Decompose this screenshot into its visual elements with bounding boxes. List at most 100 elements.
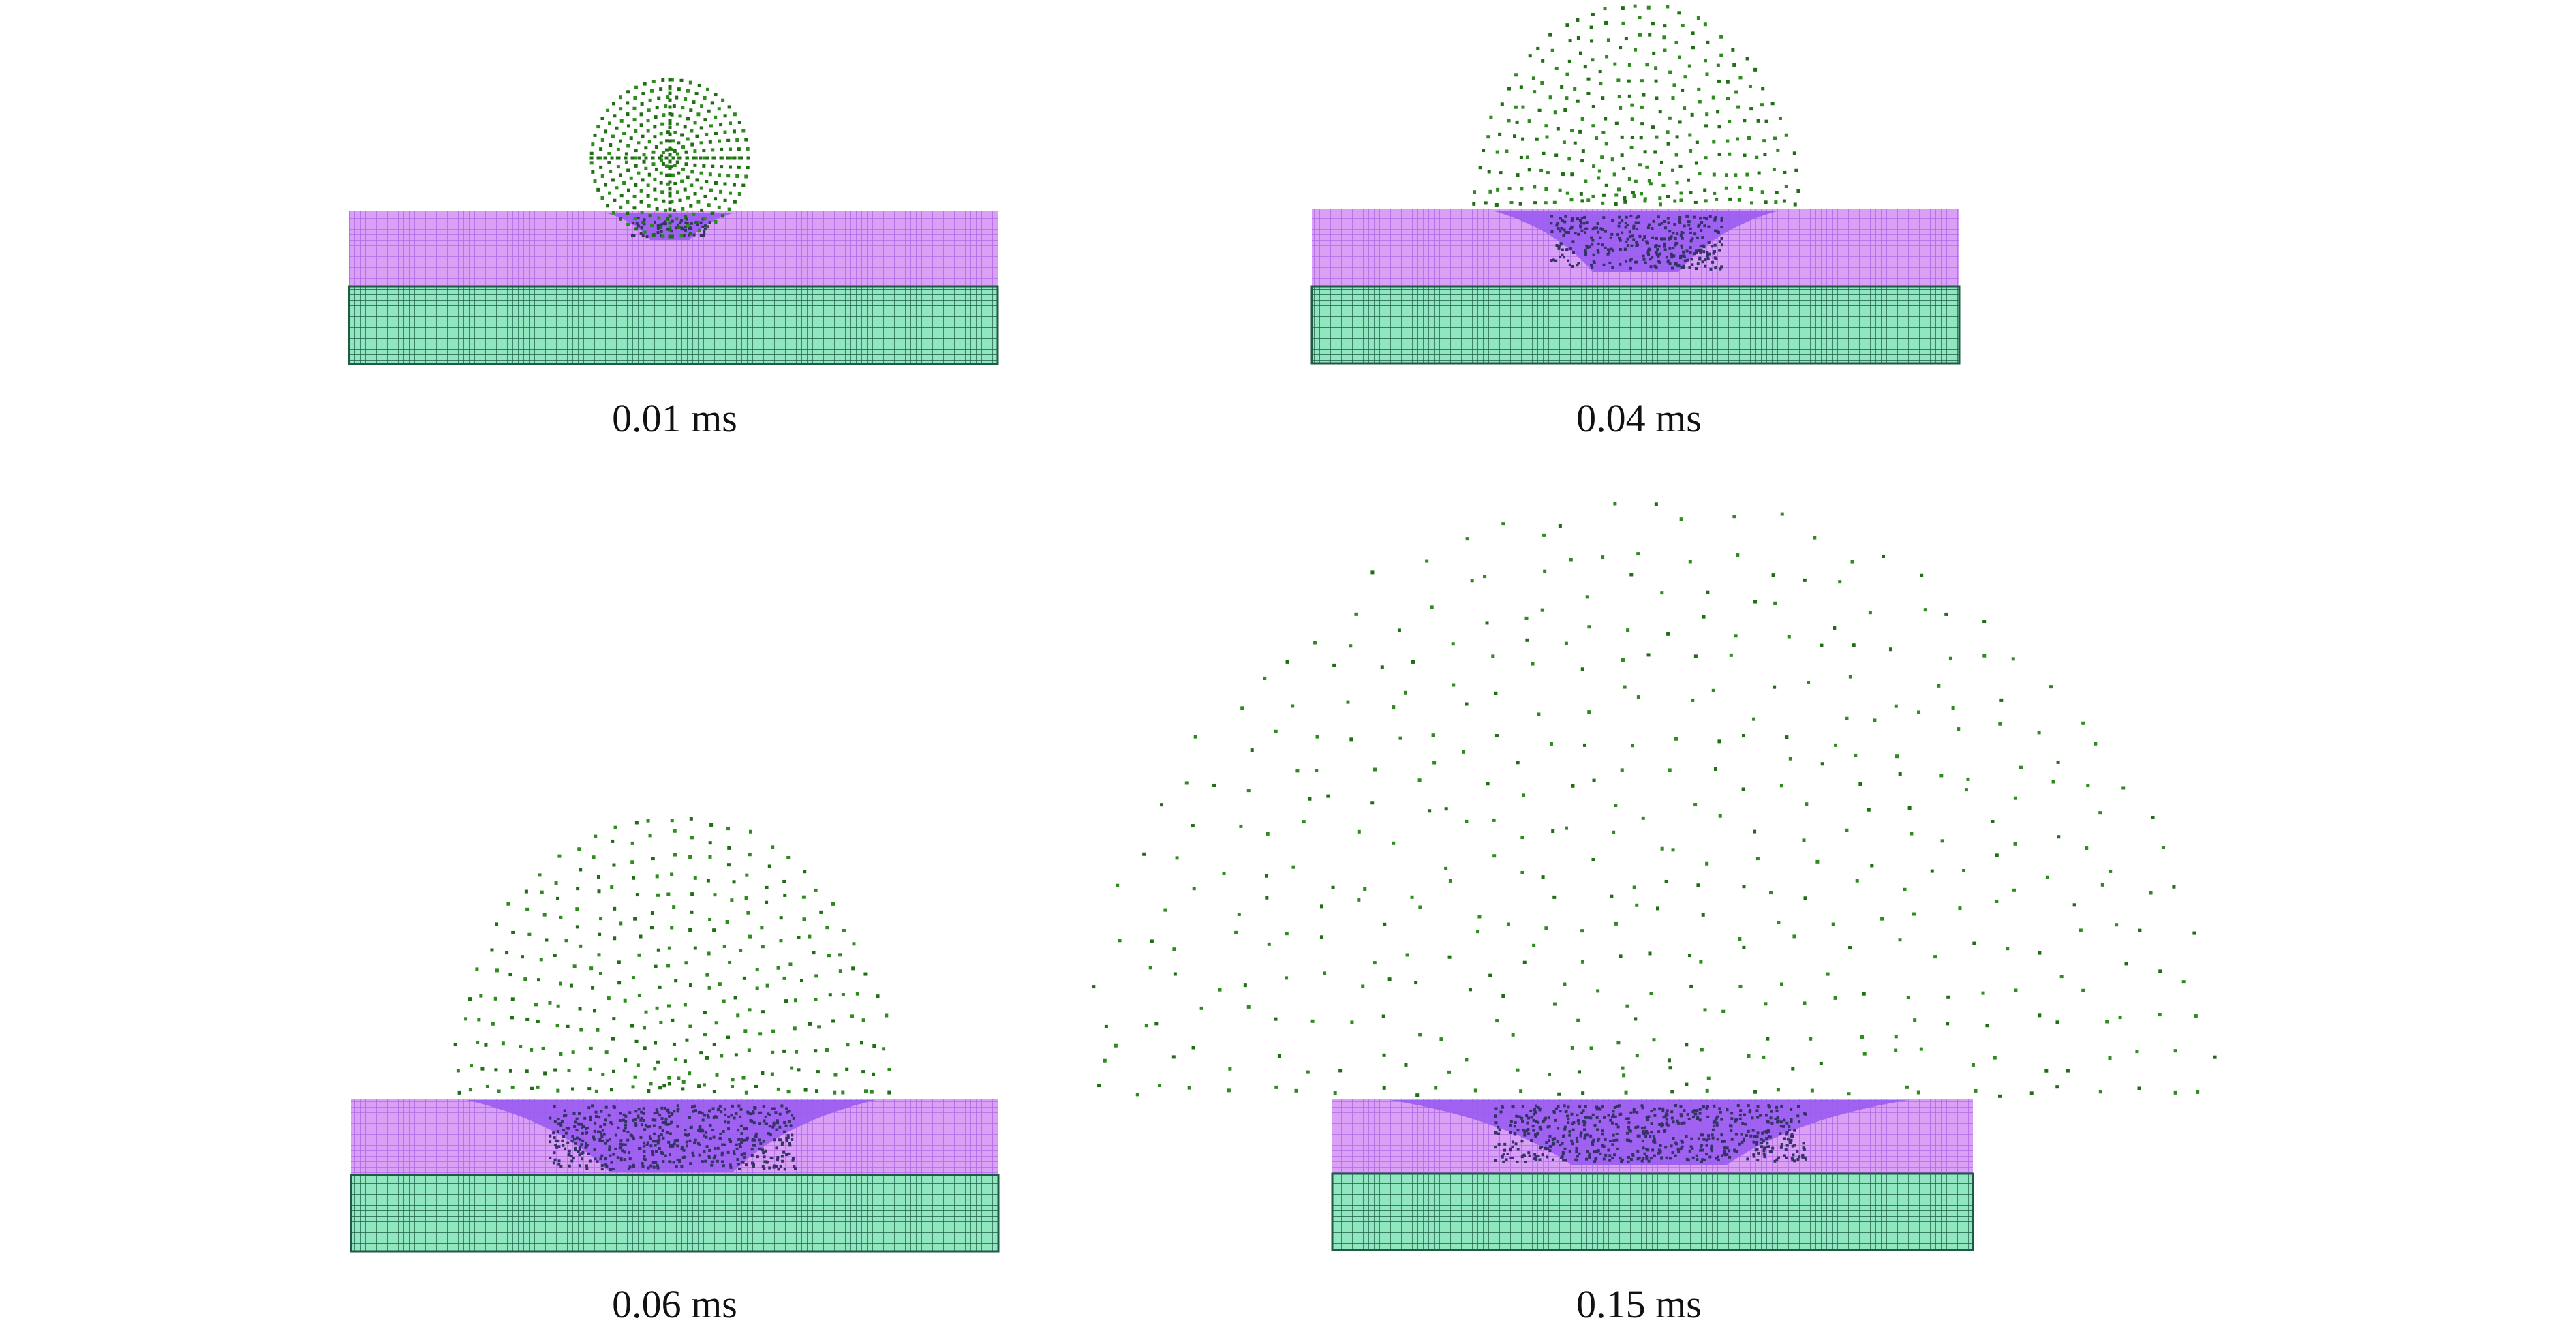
- embedded-particle: [623, 1150, 626, 1154]
- embedded-particle: [1704, 264, 1707, 268]
- embedded-particle: [668, 1153, 671, 1157]
- embedded-particle: [1741, 1122, 1745, 1125]
- embedded-particle: [1578, 1152, 1581, 1155]
- embedded-particle: [1635, 228, 1638, 231]
- sph-particle: [1982, 620, 1987, 624]
- sph-particle: [2098, 1090, 2102, 1094]
- sph-particle: [2151, 815, 2155, 819]
- sph-particle: [1712, 172, 1716, 177]
- sph-particle: [659, 181, 663, 185]
- embedded-particle: [738, 1167, 741, 1170]
- sph-particle: [683, 125, 687, 129]
- sph-particle: [655, 874, 659, 879]
- embedded-particle: [1595, 1108, 1599, 1111]
- embedded-particle: [1595, 1116, 1599, 1119]
- embedded-particle: [1601, 1133, 1604, 1136]
- embedded-particle: [676, 1125, 679, 1128]
- embedded-particle: [1563, 228, 1566, 232]
- embedded-particle: [1804, 1157, 1807, 1161]
- sph-particle: [2173, 1090, 2177, 1095]
- embedded-particle: [1706, 1115, 1710, 1118]
- sph-particle: [1948, 656, 1952, 660]
- sph-particle: [613, 198, 617, 202]
- sph-particle: [634, 227, 639, 231]
- sph-particle: [1820, 643, 1824, 647]
- sph-particle: [1614, 193, 1619, 197]
- embedded-particle: [1632, 1110, 1636, 1114]
- embedded-particle: [777, 1168, 780, 1171]
- embedded-particle: [1620, 1160, 1623, 1163]
- embedded-particle: [1680, 1122, 1683, 1125]
- embedded-particle: [1552, 1141, 1555, 1144]
- sph-particle: [1635, 903, 1639, 907]
- embedded-particle: [752, 1112, 755, 1115]
- sph-particle: [1623, 196, 1627, 200]
- embedded-particle: [687, 1133, 690, 1136]
- sph-particle: [721, 98, 725, 102]
- embedded-particle: [658, 1125, 662, 1129]
- embedded-particle: [703, 230, 706, 233]
- sph-particle: [872, 1072, 876, 1076]
- sph-particle: [1834, 743, 1838, 747]
- embedded-particle: [1584, 250, 1587, 254]
- sph-particle: [1679, 198, 1683, 202]
- sph-particle: [1104, 1024, 1108, 1028]
- sph-particle: [685, 156, 689, 160]
- embedded-particle: [1580, 221, 1583, 224]
- sph-particle: [681, 106, 685, 110]
- sph-particle: [1382, 1053, 1386, 1057]
- sph-particle: [1917, 710, 1921, 714]
- sph-particle: [453, 1043, 457, 1047]
- sph-particle: [664, 148, 669, 152]
- sph-particle: [697, 229, 701, 233]
- sph-particle: [790, 1066, 794, 1070]
- sph-particle: [1691, 46, 1695, 50]
- sph-particle: [579, 868, 583, 872]
- sph-particle: [1867, 808, 1871, 812]
- embedded-particle: [1711, 1128, 1715, 1131]
- embedded-particle: [680, 1165, 684, 1168]
- embedded-particle: [1522, 1153, 1526, 1157]
- sph-particle: [1778, 116, 1782, 120]
- embedded-particle: [1661, 1110, 1665, 1113]
- embedded-particle: [1571, 1142, 1574, 1146]
- sph-particle: [1587, 710, 1591, 714]
- sph-particle: [863, 972, 868, 976]
- embedded-particle: [1703, 224, 1706, 228]
- sph-particle: [1516, 1068, 1520, 1072]
- embedded-particle: [584, 1146, 587, 1149]
- sph-particle: [537, 978, 541, 982]
- sph-particle: [1539, 168, 1544, 172]
- sph-particle: [1734, 634, 1738, 638]
- sph-particle: [660, 154, 664, 158]
- embedded-particle: [637, 217, 640, 220]
- sph-particle: [797, 1068, 801, 1072]
- sph-particle: [1633, 4, 1637, 8]
- sph-particle: [607, 191, 611, 195]
- embedded-particle: [1779, 1120, 1783, 1124]
- sph-particle: [708, 140, 712, 144]
- embedded-particle: [1751, 1129, 1755, 1132]
- sph-particle: [744, 174, 748, 179]
- embedded-particle: [599, 1125, 602, 1129]
- embedded-particle: [1662, 1116, 1666, 1119]
- sph-particle: [1769, 891, 1773, 895]
- sph-particle: [1382, 1086, 1386, 1090]
- sph-particle: [2196, 1090, 2200, 1094]
- embedded-particle: [1597, 230, 1600, 234]
- sph-particle: [655, 1006, 659, 1010]
- embedded-particle: [663, 1106, 666, 1110]
- embedded-particle: [737, 1138, 741, 1141]
- embedded-particle: [1591, 239, 1595, 242]
- sph-particle: [1187, 1086, 1191, 1090]
- embedded-particle: [1720, 218, 1723, 222]
- sph-particle: [525, 1069, 529, 1073]
- sph-particle: [1695, 140, 1699, 144]
- sph-particle: [1548, 1073, 1552, 1077]
- sph-particle: [661, 151, 665, 155]
- embedded-particle: [750, 1112, 753, 1116]
- sph-particle: [731, 1078, 735, 1082]
- embedded-particle: [1663, 248, 1667, 251]
- embedded-particle: [1760, 1138, 1763, 1141]
- sph-particle: [660, 122, 664, 126]
